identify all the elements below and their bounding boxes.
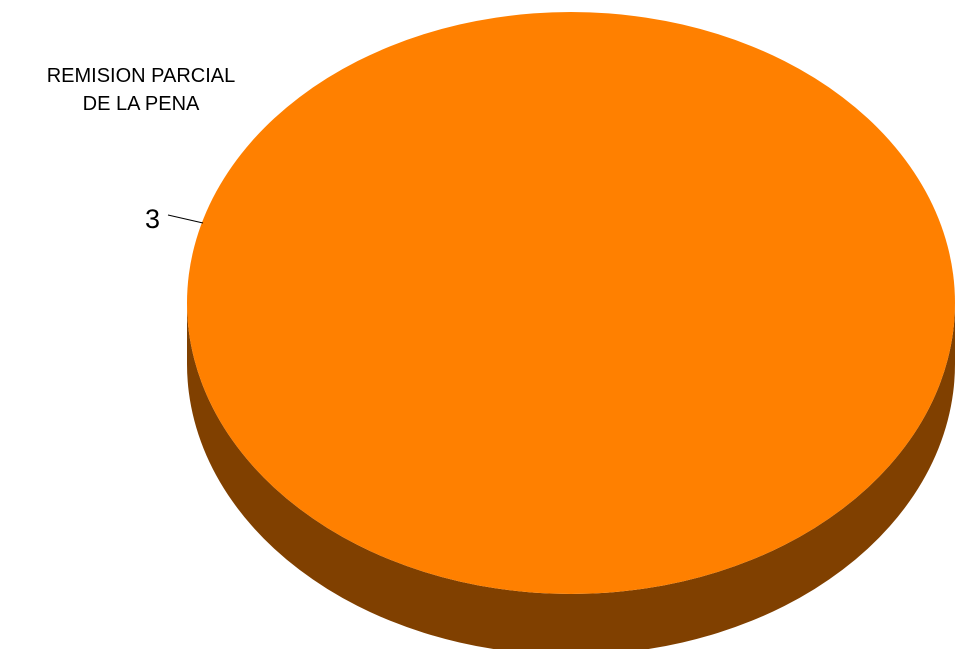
category-label-line-2: DE LA PENA <box>82 93 200 115</box>
pie-slice-side-0 <box>187 303 955 649</box>
data-label-value: 3 <box>145 204 160 234</box>
pie-slice-0 <box>187 12 955 594</box>
category-label: REMISION PARCIAL DE LA PENA <box>10 62 272 118</box>
data-label-leader-line <box>167 214 204 224</box>
pie-plot-area <box>187 12 955 649</box>
category-label-line-1: REMISION PARCIAL <box>46 65 236 87</box>
